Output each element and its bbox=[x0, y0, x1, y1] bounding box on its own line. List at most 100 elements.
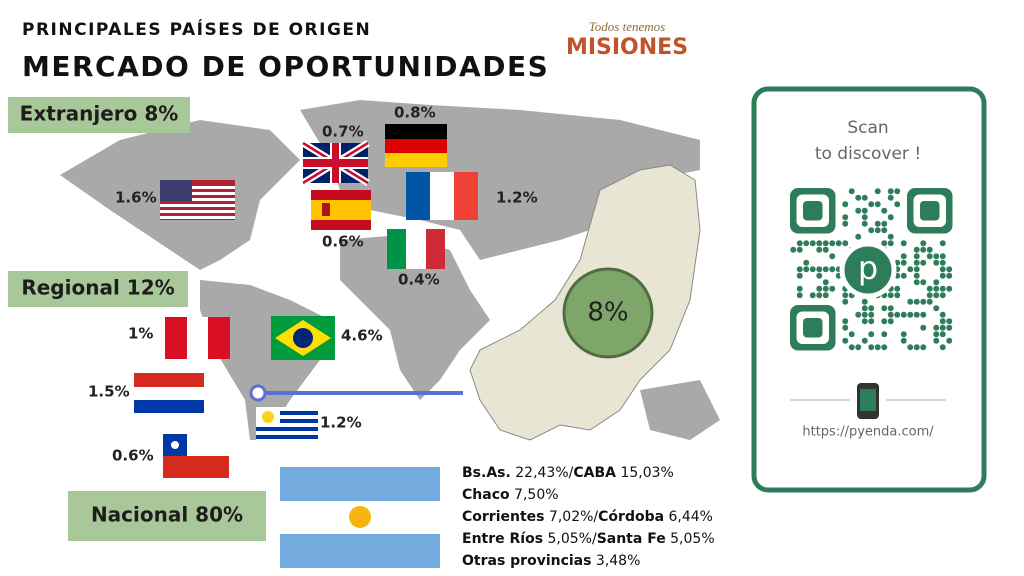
province-segment: 5,05%/ bbox=[543, 531, 597, 547]
qr-dot bbox=[829, 240, 836, 247]
qr-dot bbox=[900, 331, 907, 338]
segment-box bbox=[8, 271, 188, 307]
qr-dot bbox=[855, 194, 862, 201]
qr-dot bbox=[816, 272, 823, 279]
qr-dot bbox=[926, 285, 933, 292]
qr-dot bbox=[881, 240, 888, 247]
qr-dot bbox=[829, 253, 836, 260]
qr-dot bbox=[894, 188, 901, 195]
qr-dot bbox=[822, 292, 829, 299]
qr-dot bbox=[861, 298, 868, 305]
qr-dot bbox=[848, 344, 855, 351]
qr-dot bbox=[939, 272, 946, 279]
subtitle: PRINCIPALES PAÍSES DE ORIGEN bbox=[22, 18, 371, 40]
country-percent: 0.7% bbox=[322, 123, 364, 141]
qr-dot bbox=[913, 344, 920, 351]
qr-dot bbox=[829, 266, 836, 273]
qr-dot bbox=[809, 240, 816, 247]
qr-dot bbox=[939, 253, 946, 260]
qr-finder bbox=[920, 201, 940, 221]
segment-label: Extranjero 8% bbox=[20, 102, 179, 126]
flag-uruguay bbox=[256, 407, 318, 442]
qr-dot bbox=[809, 292, 816, 299]
qr-dot bbox=[842, 298, 849, 305]
qr-dot bbox=[913, 253, 920, 260]
qr-dot bbox=[926, 298, 933, 305]
qr-dot bbox=[920, 279, 927, 286]
qr-dot bbox=[926, 246, 933, 253]
province-line: Entre Ríos 5,05%/Santa Fe 5,05% bbox=[462, 531, 715, 547]
qr-dot bbox=[842, 324, 849, 331]
qr-dot bbox=[926, 292, 933, 299]
qr-dot bbox=[933, 292, 940, 299]
country-percent: 0.6% bbox=[322, 233, 364, 251]
qr-dot bbox=[842, 220, 849, 227]
qr-dot bbox=[939, 285, 946, 292]
qr-dot bbox=[816, 240, 823, 247]
qr-dot bbox=[796, 285, 803, 292]
province-segment: 15,03% bbox=[616, 465, 674, 481]
qr-dot bbox=[887, 318, 894, 325]
flag-italy bbox=[387, 229, 445, 269]
province-list: Bs.As. 22,43%/CABA 15,03% Chaco 7,50% Corr… bbox=[462, 465, 715, 569]
qr-logo-letter: p bbox=[858, 249, 878, 287]
segment-box bbox=[68, 491, 266, 541]
qr-dot bbox=[790, 246, 797, 253]
province-segment: Otras provincias bbox=[462, 553, 591, 569]
province-line: Corrientes 7,02%/Córdoba 6,44% bbox=[462, 509, 713, 525]
qr-dot bbox=[861, 207, 868, 214]
qr-code bbox=[790, 188, 953, 351]
country-percent: 0.4% bbox=[398, 271, 440, 289]
qr-dot bbox=[855, 311, 862, 318]
qr-dot bbox=[874, 344, 881, 351]
province-line: Chaco 7,50% bbox=[462, 487, 559, 503]
qr-dot bbox=[861, 305, 868, 312]
province-segment: CABA bbox=[573, 465, 616, 481]
qr-dot bbox=[803, 266, 810, 273]
qr-dot bbox=[933, 324, 940, 331]
title: MERCADO DE OPORTUNIDADES bbox=[22, 50, 549, 83]
qr-dot bbox=[920, 298, 927, 305]
qr-logo bbox=[839, 241, 897, 299]
qr-dot bbox=[946, 337, 953, 344]
qr-dot bbox=[881, 331, 888, 338]
qr-dot bbox=[868, 305, 875, 312]
qr-dot bbox=[842, 240, 849, 247]
province-segment: Santa Fe bbox=[597, 531, 666, 547]
qr-dot bbox=[881, 318, 888, 325]
qr-dot bbox=[881, 305, 888, 312]
qr-dot bbox=[900, 240, 907, 247]
phone-screen bbox=[860, 389, 876, 411]
qr-dot bbox=[881, 227, 888, 234]
qr-dot bbox=[861, 318, 868, 325]
qr-dot bbox=[861, 311, 868, 318]
country-percent: 1.2% bbox=[496, 189, 538, 207]
qr-dot bbox=[933, 253, 940, 260]
qr-dot bbox=[887, 233, 894, 240]
qr-dot bbox=[920, 246, 927, 253]
qr-dot bbox=[894, 311, 901, 318]
qr-dot bbox=[822, 285, 829, 292]
qr-dot bbox=[907, 344, 914, 351]
province-segment: Bs.As. bbox=[462, 465, 511, 481]
flag-usa bbox=[160, 180, 235, 220]
qr-dot bbox=[933, 285, 940, 292]
qr-dot bbox=[816, 246, 823, 253]
qr-dot bbox=[816, 292, 823, 299]
qr-finder bbox=[803, 318, 823, 338]
qr-dot bbox=[933, 279, 940, 286]
qr-dot bbox=[855, 207, 862, 214]
qr-dot bbox=[939, 324, 946, 331]
country-percent: 1% bbox=[128, 325, 153, 343]
qr-dot bbox=[796, 292, 803, 299]
qr-dot bbox=[861, 194, 868, 201]
qr-dot bbox=[868, 344, 875, 351]
segment-label: Nacional 80% bbox=[91, 503, 243, 527]
qr-dot bbox=[874, 188, 881, 195]
qr-dot bbox=[939, 266, 946, 273]
qr-dot bbox=[809, 266, 816, 273]
qr-dot bbox=[816, 266, 823, 273]
qr-dot bbox=[822, 266, 829, 273]
qr-dot bbox=[822, 279, 829, 286]
